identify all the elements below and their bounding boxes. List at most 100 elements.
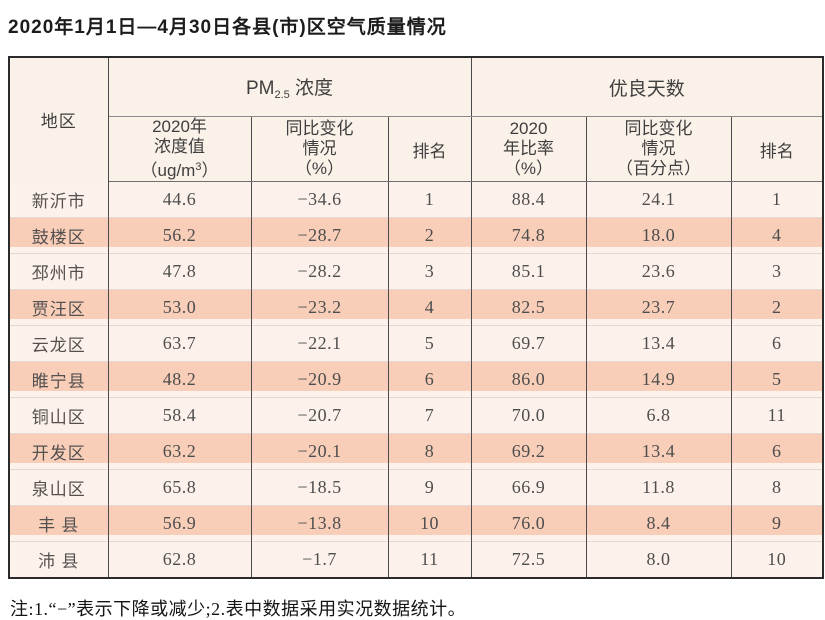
cell-good-change: 8.4 (585, 505, 732, 542)
table-row: 开发区 63.2 −20.1 8 69.2 13.4 6 (8, 433, 824, 470)
cell-pm-value: 63.7 (107, 325, 252, 362)
cell-region: 邳州市 (8, 253, 109, 290)
cell-region: 云龙区 (8, 325, 109, 362)
cell-region: 鼓楼区 (8, 217, 109, 254)
col-group-pm25: PM2.5 浓度 (107, 57, 472, 117)
air-quality-table: 地区 PM2.5 浓度 优良天数 2020年 浓度值 （ug/m3） 同比变化 … (8, 56, 825, 579)
cell-pm-value: 53.0 (107, 289, 252, 326)
pm-label: PM (245, 78, 275, 99)
col-header-pm-rank: 排名 (387, 116, 472, 182)
footnote: 注:1.“−”表示下降或减少;2.表中数据采用实况数据统计。 (10, 598, 467, 619)
cell-good-change: 14.9 (585, 361, 732, 398)
cell-good-rate: 76.0 (470, 505, 587, 542)
cell-pm-change: −22.1 (250, 325, 389, 362)
cell-good-change: 6.8 (585, 397, 732, 434)
cell-pm-value: 56.2 (107, 217, 252, 254)
cell-pm-change: −23.2 (250, 289, 389, 326)
cell-region: 开发区 (8, 433, 109, 470)
cell-pm-rank: 7 (387, 397, 472, 434)
cell-region: 丰 县 (8, 505, 109, 542)
cell-pm-rank: 3 (387, 253, 472, 290)
cell-pm-value: 58.4 (107, 397, 252, 434)
cell-pm-change: −1.7 (250, 541, 389, 578)
sub-header-row: 2020年 浓度值 （ug/m3） 同比变化 情况 （%） 排名 2020 年比… (9, 116, 824, 182)
pm25-subscript: 2.5 (274, 89, 290, 101)
table-row: 云龙区 63.7 −22.1 5 69.7 13.4 6 (8, 325, 824, 362)
col-header-good-rank: 排名 (730, 116, 824, 182)
cell-pm-rank: 2 (387, 217, 472, 254)
cell-region: 睢宁县 (8, 361, 109, 398)
cell-good-rank: 5 (730, 361, 824, 398)
cell-pm-value: 47.8 (107, 253, 252, 290)
cell-pm-rank: 10 (387, 505, 472, 542)
cell-good-rank: 9 (730, 505, 824, 542)
cell-good-change: 13.4 (585, 325, 732, 362)
cell-pm-value: 62.8 (107, 541, 252, 578)
cell-pm-change: −28.7 (250, 217, 389, 254)
cell-pm-change: −20.7 (250, 397, 389, 434)
cell-pm-value: 56.9 (107, 505, 252, 542)
cubic-meter-superscript: 3 (195, 161, 202, 173)
cell-good-rate: 70.0 (470, 397, 587, 434)
cell-good-change: 13.4 (585, 433, 732, 470)
table-row: 铜山区 58.4 −20.7 7 70.0 6.8 11 (8, 397, 824, 434)
col-header-region: 地区 (8, 57, 109, 182)
group-header-row: 地区 PM2.5 浓度 优良天数 (8, 57, 824, 182)
cell-pm-value: 48.2 (107, 361, 252, 398)
cell-pm-change: −13.8 (250, 505, 389, 542)
cell-pm-value: 65.8 (107, 469, 252, 506)
col-header-good-change: 同比变化 情况 （百分点） (585, 116, 732, 182)
pm-group-suffix: 浓度 (289, 78, 334, 99)
col-header-good-rate: 2020 年比率 （%） (470, 116, 587, 182)
cell-good-rate: 88.4 (470, 181, 587, 218)
cell-pm-rank: 8 (387, 433, 472, 470)
cell-good-rank: 11 (730, 397, 824, 434)
table-row: 丰 县 56.9 −13.8 10 76.0 8.4 9 (8, 505, 824, 542)
cell-pm-change: −18.5 (250, 469, 389, 506)
cell-good-rate: 72.5 (470, 541, 587, 578)
cell-good-change: 18.0 (585, 217, 732, 254)
cell-good-rank: 10 (730, 541, 824, 578)
cell-good-rate: 85.1 (470, 253, 587, 290)
table-body: 新沂市 44.6 −34.6 1 88.4 24.1 1 鼓楼区 56.2 −2… (8, 181, 824, 578)
col-header-pm-change: 同比变化 情况 （%） (250, 116, 389, 182)
cell-pm-change: −28.2 (250, 253, 389, 290)
cell-good-change: 11.8 (585, 469, 732, 506)
cell-pm-value: 44.6 (107, 181, 252, 218)
cell-good-rank: 3 (730, 253, 824, 290)
cell-good-rate: 74.8 (470, 217, 587, 254)
cell-region: 沛 县 (8, 541, 109, 578)
table-row: 新沂市 44.6 −34.6 1 88.4 24.1 1 (8, 181, 824, 218)
cell-good-rate: 66.9 (470, 469, 587, 506)
cell-good-rate: 69.2 (470, 433, 587, 470)
table-row: 沛 县 62.8 −1.7 11 72.5 8.0 10 (8, 541, 824, 578)
cell-pm-rank: 1 (387, 181, 472, 218)
cell-region: 泉山区 (8, 469, 109, 506)
cell-good-change: 8.0 (585, 541, 732, 578)
cell-good-rank: 6 (730, 325, 824, 362)
cell-pm-rank: 5 (387, 325, 472, 362)
cell-good-change: 24.1 (585, 181, 732, 218)
cell-region: 贾汪区 (8, 289, 109, 326)
cell-good-rank: 2 (730, 289, 824, 326)
table-row: 贾汪区 53.0 −23.2 4 82.5 23.7 2 (8, 289, 824, 326)
table-row: 鼓楼区 56.2 −28.7 2 74.8 18.0 4 (8, 217, 824, 254)
cell-good-rank: 4 (730, 217, 824, 254)
table-row: 邳州市 47.8 −28.2 3 85.1 23.6 3 (8, 253, 824, 290)
cell-good-rank: 8 (730, 469, 824, 506)
cell-pm-value: 63.2 (107, 433, 252, 470)
table-header: 地区 PM2.5 浓度 优良天数 2020年 浓度值 （ug/m3） 同比变化 … (8, 57, 824, 182)
cell-good-rank: 6 (730, 433, 824, 470)
cell-good-rate: 82.5 (470, 289, 587, 326)
page-title: 2020年1月1日—4月30日各县(市)区空气质量情况 (8, 17, 447, 38)
cell-pm-rank: 11 (387, 541, 472, 578)
cell-pm-change: −34.6 (250, 181, 389, 218)
cell-good-rate: 69.7 (470, 325, 587, 362)
col-header-pm-value: 2020年 浓度值 （ug/m3） (107, 116, 252, 182)
col-group-good-days: 优良天数 (470, 57, 824, 117)
cell-pm-rank: 9 (387, 469, 472, 506)
cell-good-change: 23.7 (585, 289, 732, 326)
cell-pm-rank: 6 (387, 361, 472, 398)
cell-good-change: 23.6 (585, 253, 732, 290)
